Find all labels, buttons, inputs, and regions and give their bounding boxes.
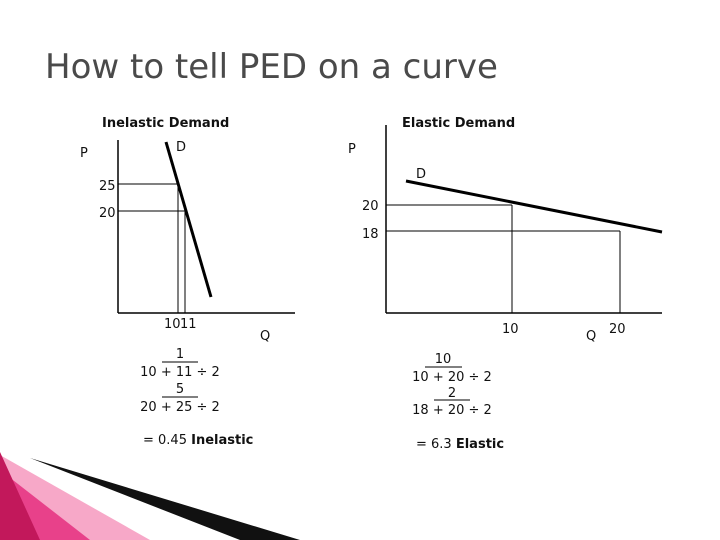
price-label: 25	[99, 179, 116, 194]
result-value: = 0.45	[143, 433, 187, 448]
axis-label: P	[80, 146, 88, 161]
black-swoosh	[30, 458, 300, 540]
calc-text: 10 + 20 ÷ 2	[412, 370, 492, 385]
calc-text: 2	[448, 386, 456, 401]
calc-text: 5	[176, 382, 184, 397]
calc-result: = 6.3 Elastic	[416, 437, 504, 452]
demand-curve	[405, 179, 663, 234]
price-label: 20	[99, 206, 116, 221]
curve-label: D	[416, 167, 426, 182]
verdict: Elastic	[456, 437, 504, 452]
calc-text: 20 + 25 ÷ 2	[140, 400, 220, 415]
calc-text: 10 + 11 ÷ 2	[140, 365, 220, 380]
decoration	[0, 452, 300, 540]
calc-text: 18 + 20 ÷ 2	[412, 403, 492, 418]
elastic-panel: Elastic Demand P D Q 20 18 10 20 10 10 +…	[348, 116, 663, 452]
demand-curve	[164, 141, 213, 298]
quantity-label: 20	[609, 322, 626, 337]
quantity-label: 10	[502, 322, 519, 337]
axis-label: P	[348, 142, 356, 157]
price-label: 20	[362, 199, 379, 214]
quantity-label: 11	[180, 317, 197, 332]
curve-label: D	[176, 140, 186, 155]
pink-shape	[0, 452, 40, 540]
slide-title: How to tell PED on a curve	[45, 47, 498, 87]
panel-title: Inelastic Demand	[102, 116, 229, 131]
quantity-label: 10	[164, 317, 181, 332]
panel-title: Elastic Demand	[402, 116, 515, 131]
calc-text: 1	[176, 347, 184, 362]
axis-label: Q	[260, 329, 270, 344]
inelastic-panel: Inelastic Demand P D Q 25 20 10 11 1 10 …	[80, 116, 295, 448]
result-value: = 6.3	[416, 437, 452, 452]
axis-label: Q	[586, 329, 596, 344]
calc-text: 10	[435, 352, 452, 367]
verdict: Inelastic	[191, 433, 253, 448]
price-label: 18	[362, 227, 379, 242]
calc-result: = 0.45 Inelastic	[143, 433, 253, 448]
